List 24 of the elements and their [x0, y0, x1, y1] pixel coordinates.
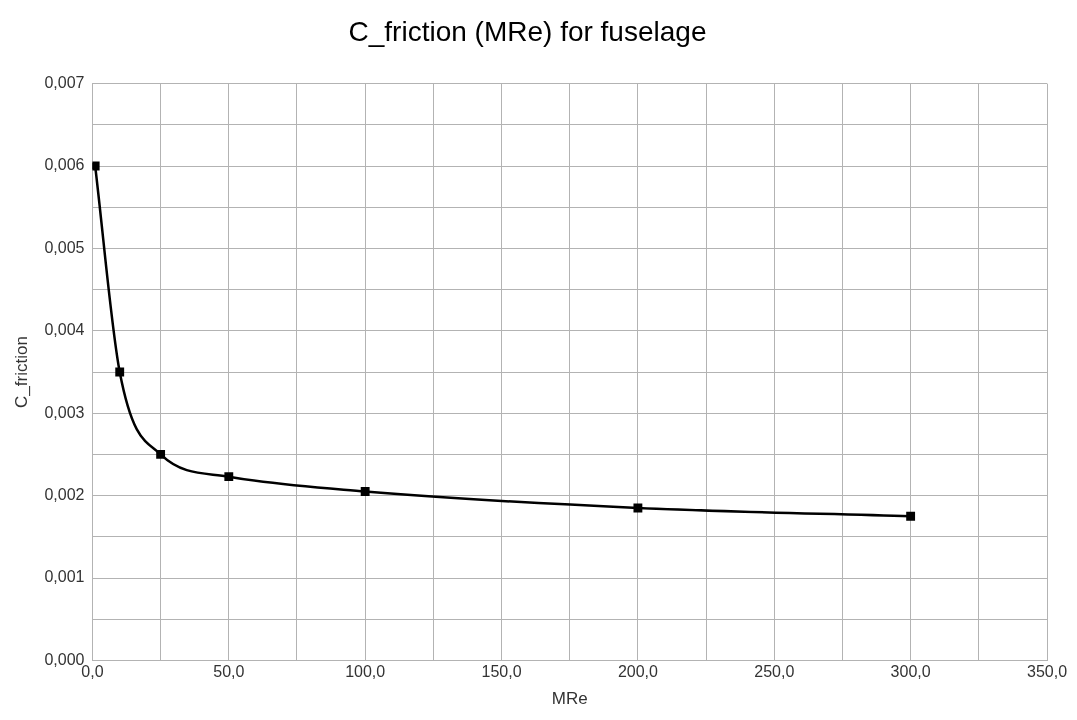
y-tick-label: 0,003 — [44, 403, 85, 421]
point — [156, 449, 166, 459]
x-tick-label: 350,0 — [1026, 663, 1068, 681]
x-tick-label: 50,0 — [213, 663, 245, 681]
y-tick-label: 0,002 — [44, 486, 85, 504]
y-tick-label: 0,005 — [44, 238, 85, 256]
point — [360, 487, 370, 496]
y-tick-label: 0,004 — [44, 321, 85, 339]
y-tick-label: 0,007 — [44, 74, 85, 92]
x-tick-label: 250,0 — [754, 663, 795, 681]
point — [906, 511, 916, 521]
y-tick-label: 0,006 — [44, 156, 85, 174]
point — [633, 503, 643, 513]
point — [224, 472, 234, 482]
x-tick-label: 150,0 — [481, 663, 522, 681]
x-tick-label: 200,0 — [617, 663, 659, 681]
y-axis-title: C_friction — [11, 336, 31, 408]
point — [115, 367, 125, 377]
y-tick-label: 0,001 — [44, 568, 85, 586]
x-tick-label: 100,0 — [345, 663, 386, 681]
x-tick-label: 300,0 — [890, 663, 931, 681]
point — [92, 161, 100, 171]
x-axis-title: MRe — [551, 689, 588, 709]
chart-title: C_friction (MRe) for fuselage — [348, 15, 707, 47]
